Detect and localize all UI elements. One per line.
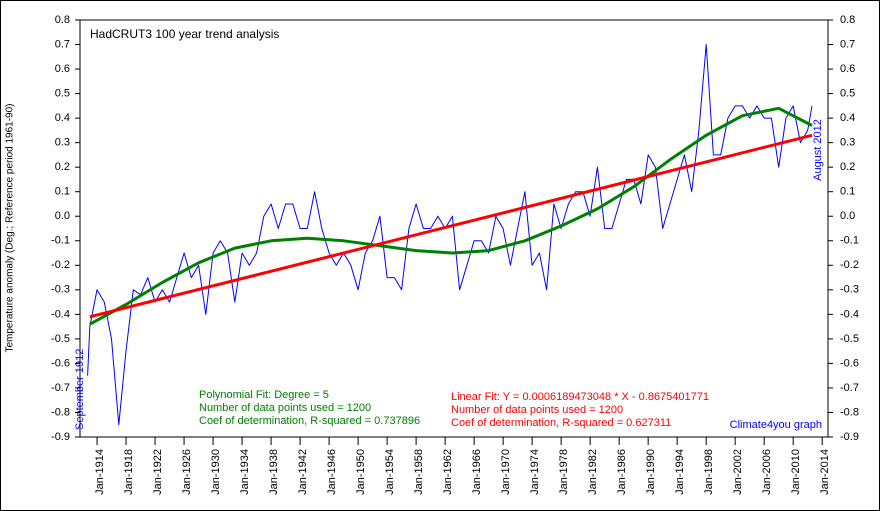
y-tick-label: -0.2 [51, 259, 70, 271]
y2-tick-label: -0.2 [840, 259, 859, 271]
y2-tick-label: -0.6 [840, 357, 859, 369]
chart-title: HadCRUT3 100 year trend analysis [90, 27, 279, 41]
y2-tick-label: 0.4 [840, 112, 855, 124]
x-tick-label: Jan-1966 [471, 449, 483, 495]
y-tick-label: -0.7 [51, 382, 70, 394]
x-tick-label: Jan-2002 [732, 449, 744, 495]
y-tick-label: -0.6 [51, 357, 70, 369]
y-tick-label: 0.2 [55, 161, 70, 173]
x-tick-label: Jan-1986 [616, 449, 628, 495]
y2-tick-label: 0.0 [840, 210, 855, 222]
linear-text: Linear Fit: Y = 0.0006189473048 * X - 0.… [451, 391, 709, 403]
y2-tick-label: -0.5 [840, 333, 859, 345]
x-tick-label: Jan-1954 [384, 449, 396, 495]
x-tick-label: Jan-1990 [645, 449, 657, 495]
x-tick-label: Jan-2014 [819, 449, 831, 495]
x-tick-label: Jan-1918 [123, 449, 135, 495]
x-tick-label: Jan-1962 [442, 449, 454, 495]
x-tick-label: Jan-1942 [297, 449, 309, 495]
x-tick-label: Jan-1974 [529, 449, 541, 495]
x-tick-label: Jan-1922 [152, 449, 164, 495]
y2-tick-label: 0.8 [840, 14, 855, 26]
y-axis-label: Temperature anomaly (Deg.; Reference per… [5, 103, 16, 352]
x-tick-label: Jan-1982 [587, 449, 599, 495]
y2-tick-label: -0.7 [840, 382, 859, 394]
x-tick-label: Jan-2006 [761, 449, 773, 495]
y2-tick-label: 0.7 [840, 38, 855, 50]
series-line [87, 44, 813, 426]
y-tick-label: 0.4 [55, 112, 70, 124]
linear-text: Number of data points used = 1200 [451, 404, 623, 416]
x-tick-label: Jan-1998 [703, 449, 715, 495]
y-tick-label: 0.6 [55, 63, 70, 75]
x-tick-label: Jan-1994 [674, 449, 686, 495]
y-tick-label: -0.1 [51, 235, 70, 247]
series-line [89, 106, 813, 326]
y2-tick-label: 0.2 [840, 161, 855, 173]
y-tick-label: 0.7 [55, 38, 70, 50]
y-tick-label: 0.1 [55, 186, 70, 198]
y-tick-label: 0.0 [55, 210, 70, 222]
x-tick-label: Jan-1930 [210, 449, 222, 495]
series-line [89, 133, 813, 319]
x-tick-label: Jan-1958 [413, 449, 425, 495]
y-tick-label: 0.5 [55, 87, 70, 99]
poly-text: Number of data points used = 1200 [199, 402, 371, 414]
y2-tick-label: 0.6 [840, 63, 855, 75]
credit: Climate4you graph [730, 419, 822, 431]
y-tick-label: -0.3 [51, 284, 70, 296]
y-tick-label: 0.8 [55, 14, 70, 26]
x-tick-label: Jan-1970 [500, 449, 512, 495]
start-label: September 1912 [74, 349, 86, 430]
x-tick-label: Jan-1914 [94, 449, 106, 495]
y2-tick-label: -0.9 [840, 431, 859, 443]
x-tick-label: Jan-1926 [181, 449, 193, 495]
y-tick-label: -0.5 [51, 333, 70, 345]
y-tick-label: -0.8 [51, 406, 70, 418]
x-tick-label: Jan-1934 [239, 449, 251, 495]
y2-tick-label: 0.5 [840, 87, 855, 99]
y-tick-label: -0.4 [51, 308, 70, 320]
x-tick-label: Jan-2010 [790, 449, 802, 495]
linear-text: Coef of determination, R-squared = 0.627… [451, 417, 671, 429]
y2-tick-label: -0.4 [840, 308, 859, 320]
x-tick-label: Jan-1938 [268, 449, 280, 495]
y2-tick-label: 0.1 [840, 186, 855, 198]
x-tick-label: Jan-1950 [355, 449, 367, 495]
y-tick-label: -0.9 [51, 431, 70, 443]
end-label: August 2012 [812, 119, 824, 181]
x-tick-label: Jan-1946 [326, 449, 338, 495]
y2-tick-label: -0.8 [840, 406, 859, 418]
poly-text: Coef of determination, R-squared = 0.737… [199, 415, 420, 427]
y2-tick-label: -0.1 [840, 235, 859, 247]
y2-tick-label: -0.3 [840, 284, 859, 296]
y2-tick-label: 0.3 [840, 137, 855, 149]
x-tick-label: Jan-1978 [558, 449, 570, 495]
y-tick-label: 0.3 [55, 137, 70, 149]
poly-text: Polynomial Fit: Degree = 5 [199, 389, 329, 401]
